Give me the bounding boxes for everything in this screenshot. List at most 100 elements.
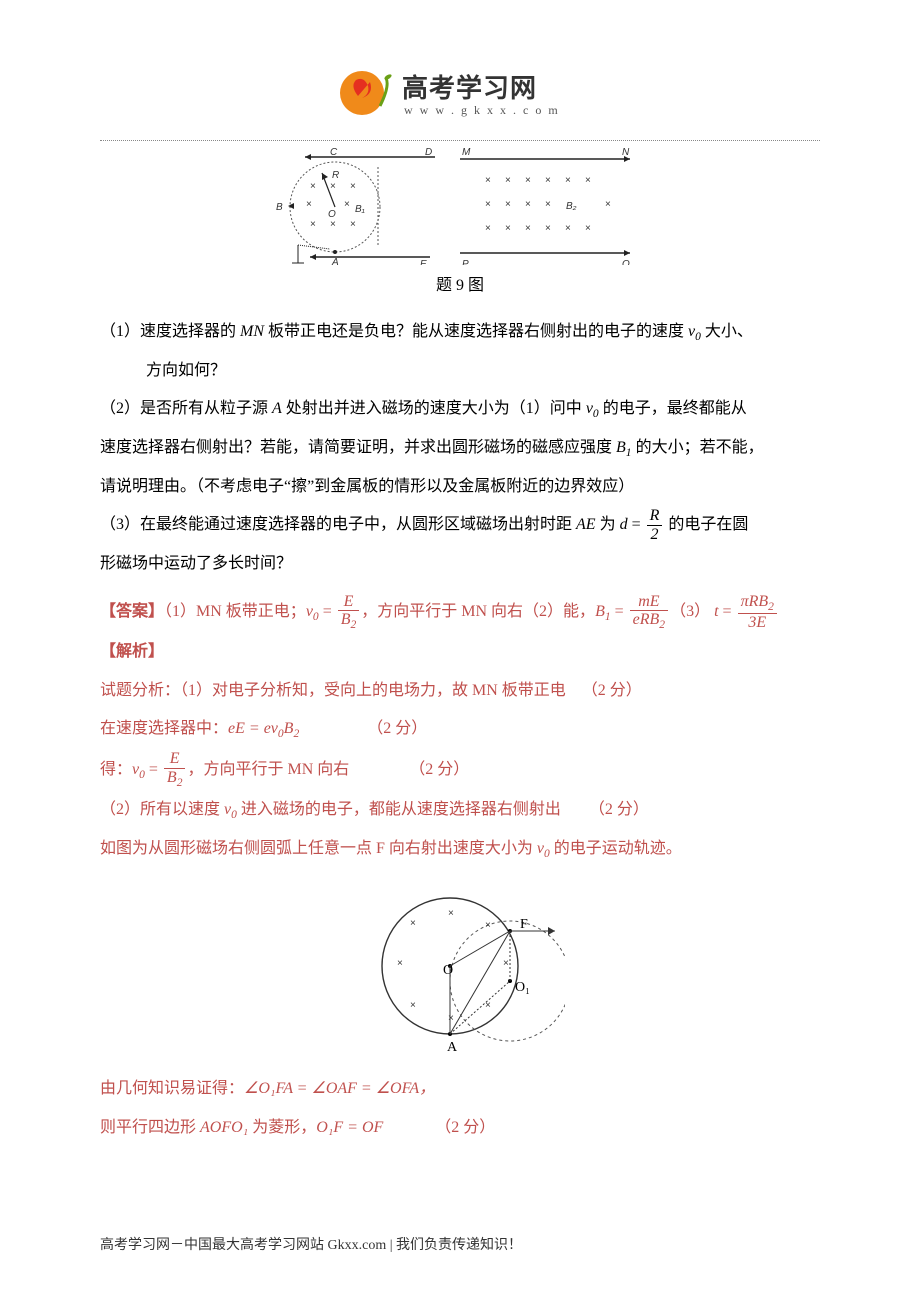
sol-line-4: （2）所有以速度 v0 进入磁场的电子，都能从速度选择器右侧射出 （2 分） [100,791,820,830]
svg-text:×: × [485,175,491,186]
svg-text:A: A [447,1040,458,1055]
sol-l7-a: 则平行四边形 [100,1119,200,1136]
sol-l3-frac: EB2 [164,750,186,789]
question-3: （3）在最终能通过速度选择器的电子中，从圆形区域磁场出射时距 AE 为 d = … [100,506,820,544]
sol-l5b: 的电子运动轨迹。 [550,840,682,857]
svg-text:O₁: O₁ [515,980,530,995]
svg-text:×: × [505,199,511,210]
sol-head: 试题分析：（1）对电子分析知，受向上的电场力，故 MN 板带正电 [100,682,566,699]
svg-text:M: M [462,147,471,158]
ans2-frac: mEeRB2 [630,593,668,632]
svg-text:×: × [545,223,551,234]
svg-text:×: × [310,181,316,192]
points-5: （2 分） [435,1119,495,1136]
site-logo: 高考学习网 w w w . g k x x . c o m [340,65,620,120]
sol-line-6: 由几何知识易证得：∠O₁FA = ∠OAF = ∠OFA， [100,1070,820,1108]
sol-l2-a: 在速度选择器中： [100,720,228,737]
q2-d: 速度选择器右侧射出？若能，请简要证明，并求出圆形磁场的磁感应强度 [100,439,616,456]
svg-text:B₁: B₁ [355,204,365,215]
sol-l5-v0: v0 [537,840,550,857]
svg-text:×: × [310,219,316,230]
logo-title: 高考学习网 [402,68,560,105]
q1-text-b: 板带正电还是负电？能从速度选择器右侧射出的电子的速度 [264,323,688,340]
answer-block: 【答案】（1）MN 板带正电；v0 = EB2，方向平行于 MN 向右（2）能，… [100,591,820,633]
ans1-a: （1）MN 板带正电； [164,603,306,620]
ans-B1: B1 [595,603,611,620]
q2-f: 请说明理由。（不考虑电子“擦”到金属板的情形以及金属板附近的边界效应） [100,468,820,506]
svg-text:×: × [485,199,491,210]
q3-d: d [620,516,628,533]
ans1-eq: = [319,603,336,620]
q1-text-c: 大小、 [701,323,753,340]
q2-A: A [272,400,282,417]
sol-line-5: 如图为从圆形磁场右侧圆弧上任意一点 F 向右射出速度大小为 v0 的电子运动轨迹… [100,830,820,869]
solution-label: 【解析】 [100,633,820,671]
ans1-c: （3） [670,603,710,620]
sol-l4b: 进入磁场的电子，都能从速度选择器右侧射出 [237,801,561,818]
sol-l3-a: 得： [100,761,132,778]
figure-9-caption: 题 9 图 [100,271,820,295]
answer-label: 【答案】 [100,603,164,620]
question-2-line2: 速度选择器右侧射出？若能，请简要证明，并求出圆形磁场的磁感应强度 B1 的大小；… [100,429,820,468]
svg-text:×: × [397,958,403,969]
figure-9: C D M N R O B₁ B ××× ×× ××× [270,145,650,265]
q3-a: （3）在最终能通过速度选择器的电子中，从圆形区域磁场出射时距 [100,516,576,533]
svg-text:×: × [410,918,416,929]
page-content: C D M N R O B₁ B ××× ×× ××× [100,145,820,1147]
sol-l5: 如图为从圆形磁场右侧圆弧上任意一点 F 向右射出速度大小为 [100,840,537,857]
sol-line-2: 在速度选择器中：eE = ev0B2 （2 分） [100,710,820,749]
sol-l7-b: 为菱形， [248,1119,316,1136]
question-2: （2）是否所有从粒子源 A 处射出并进入磁场的速度大小为（1）问中 v0 的电子… [100,390,820,429]
svg-text:×: × [605,199,611,210]
sol-l4-v0: v0 [224,801,237,818]
sol-l4: （2）所有以速度 [100,801,224,818]
ans1-frac: EB2 [338,593,360,632]
points-1: （2 分） [582,682,642,699]
sol-l3-v0: v0 [132,761,145,778]
svg-text:B₂: B₂ [566,201,577,212]
svg-text:×: × [565,175,571,186]
solution-figure: ××× ×× ××× O A F O₁ [355,876,565,1056]
svg-text:×: × [545,199,551,210]
svg-text:×: × [330,219,336,230]
q1-text-d: 方向如何？ [100,352,820,390]
header-divider [100,140,820,141]
svg-text:×: × [306,199,312,210]
sol-line-1: 试题分析：（1）对电子分析知，受向上的电场力，故 MN 板带正电 （2 分） [100,672,820,710]
points-3: （2 分） [409,761,469,778]
points-4: （2 分） [589,801,649,818]
q2-a: （2）是否所有从粒子源 [100,400,272,417]
q2-v0: v0 [586,400,599,417]
svg-text:×: × [525,223,531,234]
q3-frac: R2 [647,507,663,543]
logo-url: w w w . g k x x . c o m [404,103,560,118]
svg-text:×: × [350,219,356,230]
svg-text:Q: Q [622,259,630,265]
svg-text:×: × [344,199,350,210]
svg-text:A: A [331,257,339,265]
q1-mn: MN [240,323,264,340]
svg-text:P: P [462,259,469,265]
svg-text:×: × [565,223,571,234]
q3-e: 形磁场中运动了多长时间？ [100,545,820,583]
svg-text:N: N [622,147,630,158]
sol-l6-a: 由几何知识易证得： [100,1080,244,1097]
svg-text:×: × [585,223,591,234]
logo-badge [340,68,398,118]
svg-text:×: × [410,1000,416,1011]
svg-text:D: D [425,147,432,158]
q2-c: 的电子，最终都能从 [599,400,747,417]
ans1-b: ，方向平行于 MN 向右（2）能， [361,603,595,620]
sol-l7-eq: AOFO₁ [200,1119,248,1136]
sol-line-7: 则平行四边形 AOFO₁ 为菱形，O₁F = OF （2 分） [100,1109,820,1147]
page-footer: 高考学习网－中国最大高考学习网站 Gkxx.com | 我们负责传递知识！ [100,1234,522,1254]
svg-text:R: R [332,170,339,181]
svg-text:C: C [330,147,338,158]
sol-line-3: 得：v0 = EB2，方向平行于 MN 向右 （2 分） [100,749,820,791]
question-1: （1）速度选择器的 MN 板带正电还是负电？能从速度选择器右侧射出的电子的速度 … [100,313,820,352]
ans3-frac: πRB23E [738,593,777,632]
svg-text:×: × [485,223,491,234]
svg-text:E: E [420,259,427,265]
q3-c: 的电子在圆 [664,516,748,533]
sol-l6-eq: ∠O₁FA = ∠OAF = ∠OFA， [244,1080,435,1097]
